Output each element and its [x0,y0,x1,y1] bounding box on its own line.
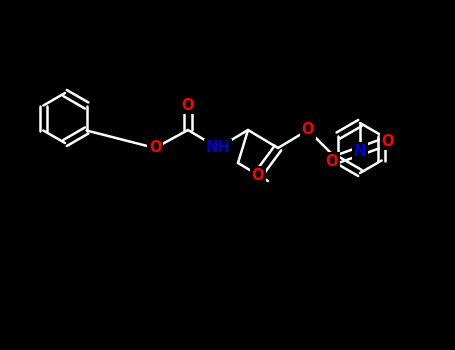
Text: O: O [182,98,194,112]
Text: O: O [302,122,314,138]
Text: NH: NH [206,140,230,155]
Text: O: O [382,133,394,148]
Text: O: O [252,168,264,182]
Text: O: O [326,154,338,168]
Text: N: N [354,144,366,159]
Text: O: O [149,140,161,155]
